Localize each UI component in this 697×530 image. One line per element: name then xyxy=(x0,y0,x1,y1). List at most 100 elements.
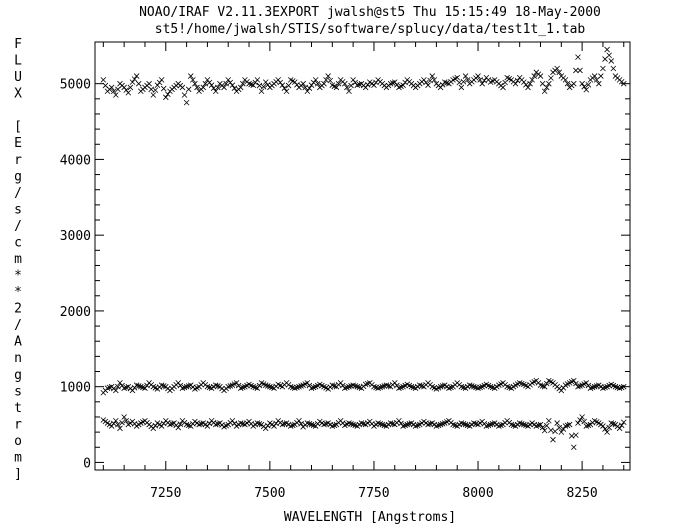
data-point xyxy=(306,85,313,91)
y-axis-title-char: * xyxy=(14,285,22,300)
data-point xyxy=(162,94,169,101)
data-point xyxy=(564,80,571,87)
data-point xyxy=(391,79,398,85)
x-tick-label: 7250 xyxy=(150,486,181,501)
data-point xyxy=(152,87,159,93)
data-point xyxy=(543,380,550,387)
data-point xyxy=(585,382,592,389)
data-point xyxy=(523,82,529,88)
data-point xyxy=(240,80,246,87)
data-point xyxy=(558,429,565,435)
data-point xyxy=(146,80,152,87)
data-point xyxy=(262,79,269,85)
data-point xyxy=(475,73,481,79)
data-point xyxy=(115,383,121,390)
data-point xyxy=(531,73,538,79)
data-point xyxy=(525,84,531,91)
data-point xyxy=(571,80,577,87)
data-point xyxy=(537,421,544,428)
data-point xyxy=(108,84,115,91)
data-point xyxy=(177,421,184,427)
y-axis-title-char: F xyxy=(14,37,22,52)
data-point xyxy=(115,421,121,428)
y-axis-title-char: E xyxy=(14,136,22,151)
data-point xyxy=(308,82,315,88)
data-point xyxy=(344,84,350,91)
data-point xyxy=(583,86,590,93)
data-point xyxy=(541,383,548,390)
data-point xyxy=(179,84,186,91)
data-point xyxy=(350,77,356,83)
data-point xyxy=(546,417,552,424)
data-point xyxy=(333,84,340,91)
data-point xyxy=(591,73,598,79)
data-point xyxy=(177,382,184,389)
data-point xyxy=(133,73,140,79)
header-line-1: NOAO/IRAF V2.11.3EXPORT jwalsh@st5 Thu 1… xyxy=(139,5,601,20)
data-point xyxy=(454,74,461,81)
data-point xyxy=(264,422,271,429)
y-tick-label: 4000 xyxy=(60,153,91,168)
data-point xyxy=(362,84,369,91)
x-tick-label: 7500 xyxy=(254,486,285,501)
data-point xyxy=(229,82,236,88)
data-point xyxy=(595,80,602,87)
data-point xyxy=(554,420,560,426)
data-point xyxy=(512,80,519,87)
data-point xyxy=(325,73,331,79)
data-point xyxy=(152,422,159,429)
data-point xyxy=(604,46,610,53)
data-point xyxy=(113,417,119,424)
data-point xyxy=(121,414,127,420)
data-point xyxy=(190,77,196,83)
y-tick-label: 1000 xyxy=(60,381,91,396)
data-point xyxy=(337,380,344,386)
data-point xyxy=(460,78,467,85)
data-point xyxy=(620,80,627,87)
data-point xyxy=(439,82,446,88)
data-point xyxy=(119,382,125,389)
data-point xyxy=(566,421,573,428)
data-point xyxy=(577,67,583,74)
data-point xyxy=(256,382,263,389)
x-tick-label: 8250 xyxy=(566,486,597,501)
data-point xyxy=(400,82,406,88)
data-point xyxy=(158,77,165,83)
data-point xyxy=(371,82,377,88)
data-point xyxy=(610,65,617,72)
data-point xyxy=(335,80,342,87)
data-point xyxy=(620,383,627,390)
y-axis-title-char: / xyxy=(14,219,22,234)
data-point xyxy=(142,385,148,391)
data-point xyxy=(206,79,213,86)
data-point xyxy=(233,380,240,386)
data-point xyxy=(283,88,290,95)
data-point xyxy=(562,77,569,83)
data-point xyxy=(223,80,229,87)
data-point xyxy=(131,385,138,391)
y-axis-title-char: s xyxy=(14,202,22,217)
x-axis: 7250 7500 7750 8000 8250 xyxy=(102,42,625,501)
data-point xyxy=(573,432,579,438)
data-point xyxy=(527,80,533,87)
data-point xyxy=(571,377,577,384)
y-axis-title-char: s xyxy=(14,384,22,399)
y-axis-title-char: 2 xyxy=(14,302,22,317)
data-point xyxy=(618,422,625,429)
y-axis-title-char: r xyxy=(14,153,22,168)
data-point xyxy=(212,88,219,95)
data-point xyxy=(154,82,161,88)
data-point xyxy=(231,420,238,427)
y-axis-title-char: U xyxy=(14,70,22,85)
data-point xyxy=(479,80,485,87)
data-point xyxy=(183,99,190,106)
data-point xyxy=(292,79,298,85)
data-point xyxy=(606,52,612,59)
data-point xyxy=(225,77,232,83)
data-point xyxy=(204,423,211,429)
data-point xyxy=(175,380,182,386)
data-point xyxy=(458,84,465,91)
data-point xyxy=(429,73,436,79)
